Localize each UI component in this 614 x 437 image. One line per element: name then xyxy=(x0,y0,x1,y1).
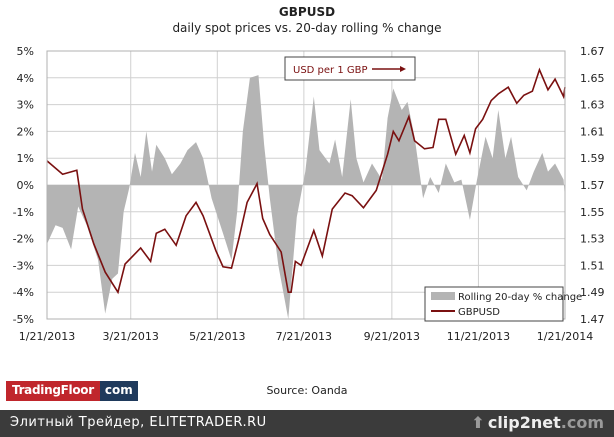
watermark-bar: Элитный Трейдер, ELITETRADER.RU ⬆ clip2ne… xyxy=(0,410,614,437)
chart-title: GBPUSD xyxy=(279,5,335,19)
y-left-tick-label: -2% xyxy=(13,233,34,246)
y-right-tick-label: 1.47 xyxy=(580,313,605,326)
legend-label-gbpusd: GBPUSD xyxy=(458,307,500,318)
x-tick-label: 1/21/2013 xyxy=(19,330,75,343)
y-right-tick-label: 1.55 xyxy=(580,206,605,219)
y-left-tick-label: 0% xyxy=(17,179,34,192)
y-right-tick-label: 1.51 xyxy=(580,259,605,272)
tradingfloor-logo: TradingFloor com xyxy=(6,381,138,401)
watermark-text: Элитный Трейдер, ELITETRADER.RU xyxy=(10,415,267,430)
legend: Rolling 20-day % change GBPUSD xyxy=(424,286,582,322)
clip2net-logo: ⬆ clip2net.com xyxy=(471,413,604,432)
logo-right: com xyxy=(99,381,138,401)
chart: GBPUSD daily spot prices vs. 20-day roll… xyxy=(13,5,605,343)
plot-frame xyxy=(46,50,566,320)
legend-swatch-area xyxy=(431,292,455,300)
x-tick-label: 9/21/2013 xyxy=(364,330,420,343)
chart-subtitle: daily spot prices vs. 20-day rolling % c… xyxy=(172,21,441,35)
x-tick-label: 5/21/2013 xyxy=(189,330,245,343)
y-right-tick-label: 1.59 xyxy=(580,152,605,165)
legend-label-rolling: Rolling 20-day % change xyxy=(458,292,582,303)
y-left-tick-label: -3% xyxy=(13,259,34,272)
source-note: Source: Oanda xyxy=(266,384,348,397)
clip-suffix: .com xyxy=(560,413,604,432)
y-right-tick-label: 1.49 xyxy=(580,286,605,299)
x-tick-label: 7/21/2013 xyxy=(276,330,332,343)
y-left-tick-label: 3% xyxy=(17,99,34,112)
y-right-tick-label: 1.53 xyxy=(580,233,605,246)
y-left-tick-label: -5% xyxy=(13,313,34,326)
rolling-change-area xyxy=(47,75,565,320)
y-left-tick-label: 4% xyxy=(17,72,34,85)
y-left-tick-label: -4% xyxy=(13,286,34,299)
x-tick-label: 3/21/2013 xyxy=(103,330,159,343)
y-right-tick-label: 1.65 xyxy=(580,72,605,85)
y-right-tick-label: 1.57 xyxy=(580,179,605,192)
y-right-tick-label: 1.67 xyxy=(580,45,605,58)
y-right-tick-label: 1.63 xyxy=(580,99,605,112)
x-tick-label: 1/21/2014 xyxy=(537,330,593,343)
clip-brand: clip2net xyxy=(487,413,561,432)
y-left-tick-label: 5% xyxy=(17,45,34,58)
x-tick-label: 11/21/2013 xyxy=(447,330,510,343)
y-left-tick-label: 2% xyxy=(17,125,34,138)
y-left-tick-label: 1% xyxy=(17,152,34,165)
y-left-tick-label: -1% xyxy=(13,206,34,219)
logo-left: TradingFloor xyxy=(6,381,100,401)
annotation-text: USD per 1 GBP xyxy=(293,65,368,76)
arrow-right-icon xyxy=(400,66,406,72)
annotation-box: USD per 1 GBP xyxy=(284,56,416,81)
y-right-tick-label: 1.61 xyxy=(580,125,605,138)
upload-arrow-icon: ⬆ xyxy=(471,413,485,432)
